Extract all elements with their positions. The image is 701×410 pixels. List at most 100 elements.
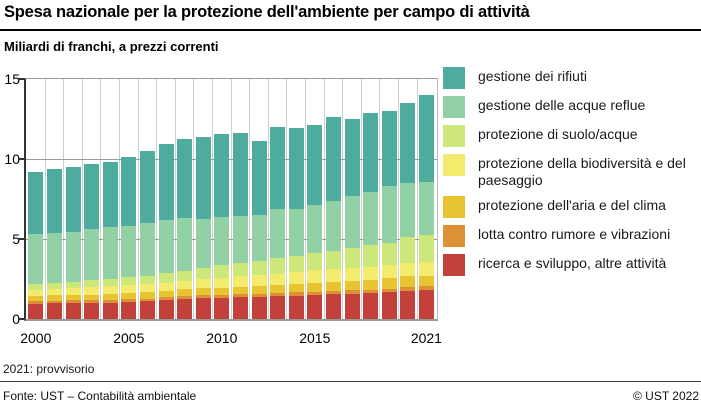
bar-2016 (325, 117, 341, 319)
bar-2011 (232, 133, 248, 319)
legend-label: ricerca e sviluppo, altre attività (478, 255, 667, 271)
bar-segment (28, 301, 44, 304)
bar-2020 (400, 103, 416, 319)
bar-segment (270, 258, 286, 274)
bar-segment (381, 292, 397, 319)
bar-segment (46, 300, 62, 304)
bar-segment (84, 303, 100, 319)
legend-item: lotta contro rumore e vibrazioni (443, 225, 699, 247)
bar-segment (270, 273, 286, 286)
bar-segment (232, 262, 248, 277)
bar-2000 (28, 172, 44, 319)
bar-segment (214, 294, 230, 298)
bar-segment (65, 281, 81, 289)
bar-segment (139, 292, 155, 299)
bar-segment (28, 172, 44, 235)
bar-segment (400, 103, 416, 184)
bar-segment (46, 295, 62, 301)
bar-segment (418, 181, 434, 236)
bar-segment (46, 303, 62, 319)
bar-segment (65, 303, 81, 319)
bar-segment (288, 283, 304, 293)
bar-segment (325, 294, 341, 319)
bar-2008 (177, 139, 193, 319)
bar-segment (102, 302, 118, 319)
vertical-gridline (379, 79, 381, 319)
bar-segment (325, 250, 341, 270)
bar-segment (381, 186, 397, 243)
bar-segment (28, 284, 44, 290)
page-title: Spesa nazionale per la protezione dell'a… (4, 3, 530, 21)
vertical-gridline (249, 79, 251, 319)
bar-segment (344, 247, 360, 269)
bar-segment (158, 144, 174, 220)
bar-segment (177, 281, 193, 290)
bar-segment (400, 236, 416, 264)
bar-segment (344, 281, 360, 291)
bar-2015 (307, 125, 323, 319)
bar-segment (270, 293, 286, 297)
vertical-gridline (398, 79, 399, 319)
bar-segment (344, 119, 360, 196)
bar-segment (418, 275, 434, 287)
bar-segment (121, 277, 137, 286)
bar-segment (102, 278, 118, 287)
bar-segment (28, 234, 44, 285)
bar-segment (270, 296, 286, 319)
legend-item: protezione dell'aria e del clima (443, 196, 699, 218)
bar-segment (307, 204, 323, 254)
bar-segment (177, 295, 193, 299)
bar-segment (288, 271, 304, 284)
legend-swatch (443, 225, 465, 247)
vertical-gridline (342, 79, 344, 319)
legend-item: gestione dei rifiuti (443, 67, 699, 89)
bar-segment (195, 267, 211, 280)
bar-segment (363, 279, 379, 290)
y-tick-label: 10 (4, 151, 20, 167)
y-tick-label: 5 (12, 231, 20, 247)
bar-2006 (139, 151, 155, 319)
legend-label: protezione di suolo/acque (478, 126, 638, 142)
bar-segment (270, 127, 286, 209)
bar-segment (363, 289, 379, 294)
bar-segment (288, 295, 304, 319)
x-tick-label: 2021 (410, 330, 442, 346)
bar-segment (46, 232, 62, 283)
x-tick-label: 2010 (206, 330, 238, 346)
bar-2003 (84, 164, 100, 319)
bar-segment (307, 295, 323, 319)
bar-segment (400, 291, 416, 319)
footer-source: Fonte: UST – Contabilità ambientale (3, 389, 197, 403)
y-tick-label: 0 (12, 311, 20, 327)
vertical-gridline (156, 79, 158, 319)
bar-segment (84, 300, 100, 303)
legend-label: protezione della biodiversità e del paes… (478, 155, 686, 188)
bar-segment (270, 208, 286, 259)
bar-segment (400, 263, 416, 277)
bar-segment (381, 288, 397, 293)
bar-segment (214, 277, 230, 288)
bar-segment (195, 218, 211, 268)
bar-segment (344, 293, 360, 319)
bar-segment (28, 295, 44, 302)
bar-segment (418, 95, 434, 182)
bar-2005 (121, 156, 137, 319)
chart-plot-area (24, 78, 438, 321)
bar-segment (363, 192, 379, 246)
legend-item: protezione di suolo/acque (443, 125, 699, 147)
bar-segment (214, 216, 230, 266)
legend-swatch (443, 254, 465, 276)
vertical-gridline (193, 79, 195, 319)
bar-segment (381, 278, 397, 289)
bar-segment (325, 291, 341, 295)
bar-segment (232, 297, 248, 319)
bar-segment (363, 293, 379, 319)
bar-segment (288, 255, 304, 272)
bar-segment (84, 287, 100, 295)
bar-segment (84, 280, 100, 288)
y-tick-mark (18, 78, 24, 80)
bar-segment (177, 217, 193, 271)
bar-segment (65, 294, 81, 301)
bar-2001 (46, 168, 62, 319)
y-tick-label: 15 (4, 71, 20, 87)
